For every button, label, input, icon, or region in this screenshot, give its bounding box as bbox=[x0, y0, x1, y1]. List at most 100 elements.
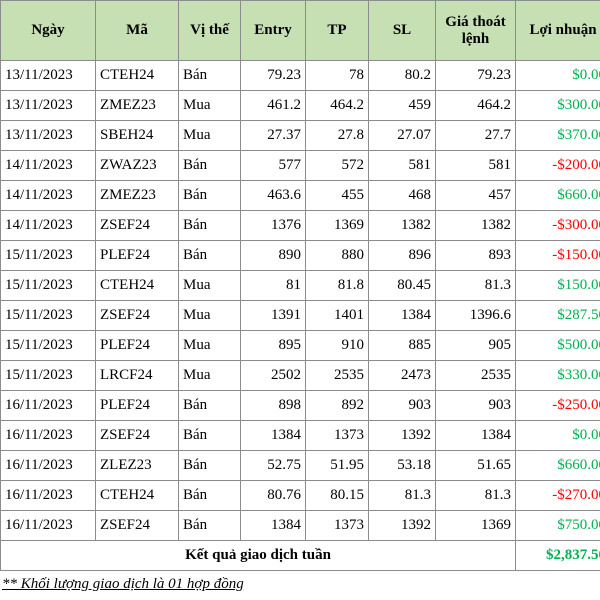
table-cell: 572 bbox=[305, 150, 369, 181]
table-cell: $0.00 bbox=[515, 60, 600, 91]
table-cell: 885 bbox=[368, 330, 436, 361]
table-cell: Bán bbox=[178, 60, 241, 91]
column-header: Giá thoát lệnh bbox=[435, 0, 516, 61]
table-cell: 581 bbox=[368, 150, 436, 181]
table-cell: ZMEZ23 bbox=[95, 90, 179, 121]
table-cell: 890 bbox=[240, 240, 306, 271]
table-cell: 1382 bbox=[435, 210, 516, 241]
table-cell: 80.76 bbox=[240, 480, 306, 511]
table-cell: 903 bbox=[435, 390, 516, 421]
table-cell: ZSEF24 bbox=[95, 300, 179, 331]
table-cell: 1384 bbox=[240, 510, 306, 541]
table-cell: 910 bbox=[305, 330, 369, 361]
table-cell: 81.8 bbox=[305, 270, 369, 301]
table-row: 15/11/2023 CTEH24 Mua 81 81.8 80.45 81.3 $150.0… bbox=[0, 270, 600, 301]
table-cell: Bán bbox=[178, 420, 241, 451]
table-cell: 898 bbox=[240, 390, 306, 421]
table-cell: 464.2 bbox=[305, 90, 369, 121]
table-cell: $660.00 bbox=[515, 180, 600, 211]
table-cell: ZWAZ23 bbox=[95, 150, 179, 181]
column-header: SL bbox=[368, 0, 436, 61]
table-cell: 2535 bbox=[305, 360, 369, 391]
column-header: Lợi nhuận bbox=[515, 0, 600, 61]
table-cell: 1392 bbox=[368, 510, 436, 541]
table-cell: 905 bbox=[435, 330, 516, 361]
table-cell: Mua bbox=[178, 360, 241, 391]
table-cell: 893 bbox=[435, 240, 516, 271]
table-row: 16/11/2023 ZLEZ23 Bán 52.75 51.95 53.18 51.65 $… bbox=[0, 450, 600, 481]
total-value: $2,837.50 bbox=[515, 540, 600, 571]
table-cell: 1392 bbox=[368, 420, 436, 451]
table-cell: PLEF24 bbox=[95, 240, 179, 271]
table-cell: -$300.00 bbox=[515, 210, 600, 241]
table-cell: 15/11/2023 bbox=[0, 240, 96, 271]
table-cell: 1401 bbox=[305, 300, 369, 331]
column-header: Vị thế bbox=[178, 0, 241, 61]
table-cell: CTEH24 bbox=[95, 480, 179, 511]
table-cell: $750.00 bbox=[515, 510, 600, 541]
table-cell: -$200.00 bbox=[515, 150, 600, 181]
table-cell: 15/11/2023 bbox=[0, 270, 96, 301]
table-cell: 13/11/2023 bbox=[0, 120, 96, 151]
table-cell: 1369 bbox=[435, 510, 516, 541]
table-row: 14/11/2023 ZSEF24 Bán 1376 1369 1382 1382 -$300… bbox=[0, 210, 600, 241]
table-cell: Mua bbox=[178, 270, 241, 301]
table-cell: 1384 bbox=[240, 420, 306, 451]
table-cell: 81.3 bbox=[435, 270, 516, 301]
table-cell: LRCF24 bbox=[95, 360, 179, 391]
table-cell: -$270.00 bbox=[515, 480, 600, 511]
table-cell: $660.00 bbox=[515, 450, 600, 481]
table-cell: 1396.6 bbox=[435, 300, 516, 331]
table-cell: 1373 bbox=[305, 510, 369, 541]
table-cell: -$150.00 bbox=[515, 240, 600, 271]
total-label: Kết quả giao dịch tuần bbox=[0, 540, 516, 571]
table-cell: 1391 bbox=[240, 300, 306, 331]
table-cell: Mua bbox=[178, 300, 241, 331]
table-cell: 1376 bbox=[240, 210, 306, 241]
table-cell: 16/11/2023 bbox=[0, 390, 96, 421]
table-cell: 13/11/2023 bbox=[0, 60, 96, 91]
table-cell: $500.00 bbox=[515, 330, 600, 361]
table-cell: 903 bbox=[368, 390, 436, 421]
table-cell: Bán bbox=[178, 480, 241, 511]
table-cell: 81.3 bbox=[368, 480, 436, 511]
table-cell: 892 bbox=[305, 390, 369, 421]
table-cell: 455 bbox=[305, 180, 369, 211]
table-cell: 79.23 bbox=[435, 60, 516, 91]
table-cell: Mua bbox=[178, 90, 241, 121]
column-header: Ngày bbox=[0, 0, 96, 61]
table-cell: ZSEF24 bbox=[95, 210, 179, 241]
table-cell: 2502 bbox=[240, 360, 306, 391]
table-cell: 51.65 bbox=[435, 450, 516, 481]
table-cell: $287.50 bbox=[515, 300, 600, 331]
table-cell: 27.37 bbox=[240, 120, 306, 151]
table-cell: 459 bbox=[368, 90, 436, 121]
table-cell: 53.18 bbox=[368, 450, 436, 481]
table-cell: 463.6 bbox=[240, 180, 306, 211]
table-cell: PLEF24 bbox=[95, 330, 179, 361]
table-cell: 896 bbox=[368, 240, 436, 271]
header-row: Ngày Mã Vị thế Entry TP SL Giá thoát lệnh Lợi n… bbox=[0, 0, 600, 61]
table-cell: 1384 bbox=[435, 420, 516, 451]
table-cell: 468 bbox=[368, 180, 436, 211]
table-cell: 27.7 bbox=[435, 120, 516, 151]
table-cell: 464.2 bbox=[435, 90, 516, 121]
table-cell: Mua bbox=[178, 120, 241, 151]
table-cell: $0.00 bbox=[515, 420, 600, 451]
table-cell: Mua bbox=[178, 330, 241, 361]
column-header: Entry bbox=[240, 0, 306, 61]
table-cell: $370.00 bbox=[515, 120, 600, 151]
table-cell: 15/11/2023 bbox=[0, 300, 96, 331]
table-cell: 16/11/2023 bbox=[0, 510, 96, 541]
table-row: 13/11/2023 SBEH24 Mua 27.37 27.8 27.07 27.7 $37… bbox=[0, 120, 600, 151]
table-cell: 80.45 bbox=[368, 270, 436, 301]
table-cell: 27.8 bbox=[305, 120, 369, 151]
table-cell: $150.00 bbox=[515, 270, 600, 301]
table-cell: 80.2 bbox=[368, 60, 436, 91]
table-cell: 1369 bbox=[305, 210, 369, 241]
table-cell: CTEH24 bbox=[95, 60, 179, 91]
